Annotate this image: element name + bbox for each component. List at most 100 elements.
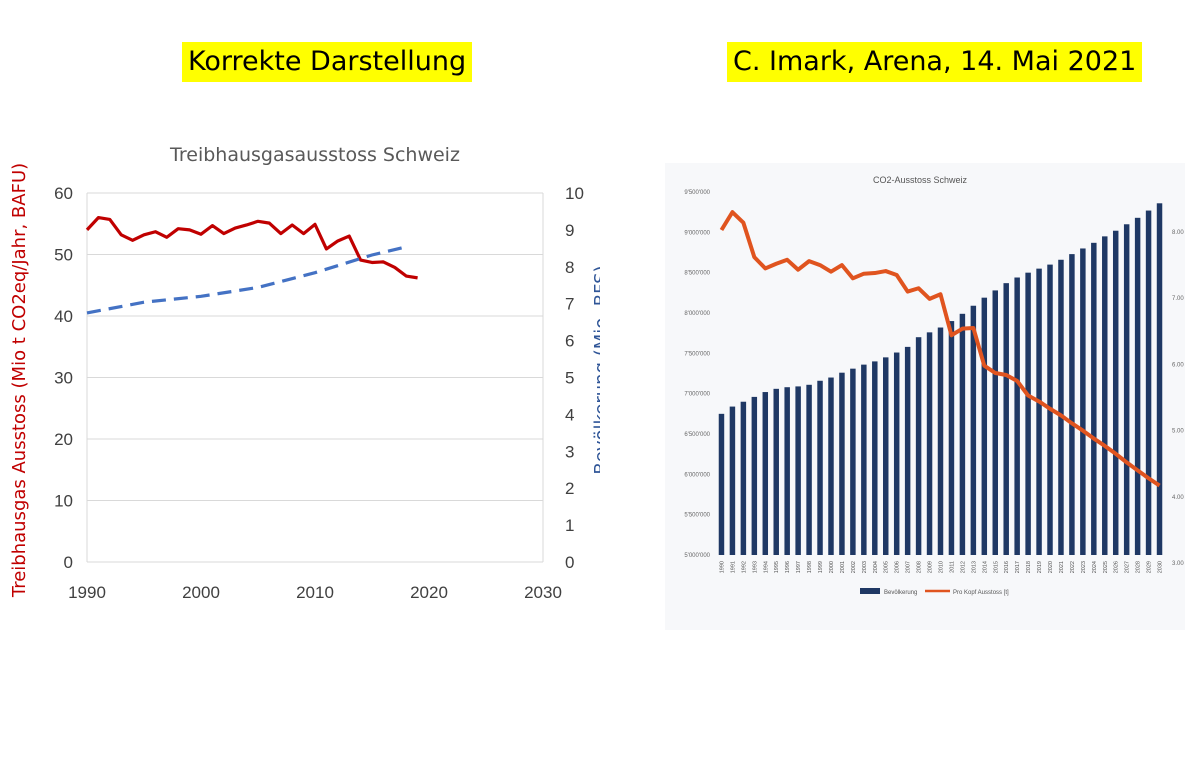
right-x-tick-label: 2015 — [993, 561, 999, 573]
right-x-tick-label: 1996 — [785, 561, 791, 573]
population-bar — [817, 380, 823, 555]
population-bar — [893, 352, 900, 555]
right-y-tick-label: 8'500'000 — [684, 271, 710, 277]
left-y-axis-label: Treibhausgas Ausstoss (Mio t CO2eq/Jahr,… — [9, 163, 30, 598]
population-bar — [1145, 210, 1152, 555]
right-x-tick-label: 2009 — [928, 561, 934, 573]
left-y2-tick-label: 2 — [565, 479, 574, 498]
population-bar — [1058, 259, 1064, 555]
left-y-tick-label: 60 — [54, 184, 73, 203]
left-y-tick-label: 40 — [54, 307, 73, 326]
population-bar — [1091, 242, 1097, 555]
left-y2-tick-label: 9 — [565, 221, 574, 240]
population-bar — [915, 337, 922, 555]
left-y-tick-label: 10 — [54, 492, 73, 511]
right-x-tick-label: 2019 — [1037, 561, 1043, 573]
population-bar — [872, 361, 878, 555]
legend-swatch-population — [860, 588, 880, 594]
right-x-tick-label: 2022 — [1070, 561, 1076, 573]
population-bar — [828, 377, 834, 555]
per-capita-line — [719, 210, 1161, 488]
right-x-tick-label: 2005 — [884, 561, 890, 573]
right-x-tick-label: 2002 — [851, 561, 857, 573]
right-y2-tick-label: 5.00 — [1172, 429, 1184, 435]
population-bar — [948, 321, 955, 555]
left-x-tick-label: 2000 — [182, 583, 220, 602]
population-bar — [1112, 230, 1119, 555]
right-x-tick-label: 2028 — [1136, 561, 1142, 573]
population-bar — [937, 327, 944, 555]
left-y2-tick-label: 7 — [565, 295, 574, 314]
right-x-tick-label: 1991 — [730, 561, 736, 573]
population-bar — [1080, 248, 1086, 555]
left-x-tick-label: 2030 — [524, 583, 562, 602]
right-x-tick-label: 2001 — [840, 561, 846, 573]
right-x-tick-label: 2007 — [906, 561, 912, 573]
right-x-tick-label: 2000 — [829, 561, 835, 573]
right-x-tick-label: 2011 — [949, 561, 955, 573]
left-x-tick-label: 2010 — [296, 583, 334, 602]
right-x-tick-label: 2016 — [1004, 561, 1010, 573]
population-bar — [773, 388, 779, 555]
left-y2-tick-label: 0 — [565, 553, 574, 572]
right-x-tick-label: 2008 — [917, 561, 923, 573]
left-y-tick-label: 50 — [54, 246, 73, 265]
right-y-tick-label: 6'500'000 — [684, 432, 710, 438]
legend-label-per-capita: Pro Kopf Ausstoss [t] — [953, 590, 1009, 596]
right-x-tick-label: 2021 — [1059, 561, 1065, 573]
left-y-tick-label: 20 — [54, 430, 73, 449]
right-x-tick-label: 2013 — [971, 561, 977, 573]
population-bar — [850, 368, 856, 555]
right-y2-tick-label: 7.00 — [1172, 296, 1184, 302]
right-x-tick-label: 1993 — [752, 561, 758, 573]
left-y2-tick-label: 1 — [565, 516, 574, 535]
right-y-tick-label: 9'500'000 — [684, 190, 710, 196]
right-x-tick-label: 1999 — [818, 561, 824, 573]
right-y2-tick-label: 8.00 — [1172, 230, 1184, 236]
right-x-tick-label: 1992 — [741, 561, 747, 573]
right-y-tick-label: 7'500'000 — [684, 351, 710, 357]
population-bar — [883, 357, 889, 555]
population-bar — [1003, 283, 1009, 555]
population-bar — [740, 401, 747, 555]
population-bar — [839, 372, 845, 555]
right-x-tick-label: 2014 — [982, 561, 988, 573]
right-y-tick-label: 6'000'000 — [684, 472, 710, 478]
right-y2-tick-label: 4.00 — [1172, 495, 1184, 501]
right-x-tick-label: 2024 — [1092, 561, 1098, 573]
left-y-tick-label: 30 — [54, 369, 73, 388]
left-y2-tick-label: 10 — [565, 184, 584, 203]
right-y-tick-label: 9'000'000 — [684, 230, 710, 236]
emissions-line — [85, 216, 418, 280]
right-x-tick-label: 1997 — [796, 561, 802, 573]
right-y-tick-label: 8'000'000 — [684, 311, 710, 317]
right-x-tick-label: 2020 — [1048, 561, 1054, 573]
population-bar — [795, 386, 801, 555]
left-chart-title: Treibhausgasausstoss Schweiz — [169, 144, 460, 166]
population-bar — [1069, 254, 1075, 555]
left-line-chart: Treibhausgasausstoss Schweiz Treibhausga… — [9, 144, 600, 602]
right-x-tick-label: 2017 — [1015, 561, 1021, 573]
population-bar — [1134, 217, 1141, 555]
right-x-tick-label: 2027 — [1125, 561, 1131, 573]
right-x-tick-label: 2006 — [895, 561, 901, 573]
right-x-tick-label: 1995 — [774, 561, 780, 573]
population-bar — [1025, 272, 1031, 555]
right-x-tick-label: 1994 — [763, 561, 769, 573]
legend-label-population: Bevölkerung — [884, 590, 917, 596]
population-bar — [751, 396, 758, 555]
right-x-tick-label: 2030 — [1158, 561, 1164, 573]
population-bar — [718, 413, 725, 555]
right-x-tick-label: 2025 — [1103, 561, 1109, 573]
right-chart-title: CO2-Ausstoss Schweiz — [873, 175, 968, 185]
population-bar — [904, 346, 911, 555]
population-line — [86, 245, 407, 315]
right-y-tick-label: 7'000'000 — [684, 392, 710, 398]
right-y-tick-label: 5'500'000 — [684, 513, 710, 519]
right-x-tick-label: 1990 — [719, 561, 725, 573]
population-bar — [729, 406, 736, 555]
left-y2-axis-label: Bevölkerung (Mio, BFS) — [591, 265, 600, 474]
population-bar — [1123, 224, 1130, 555]
heading-left: Korrekte Darstellung — [182, 42, 473, 82]
